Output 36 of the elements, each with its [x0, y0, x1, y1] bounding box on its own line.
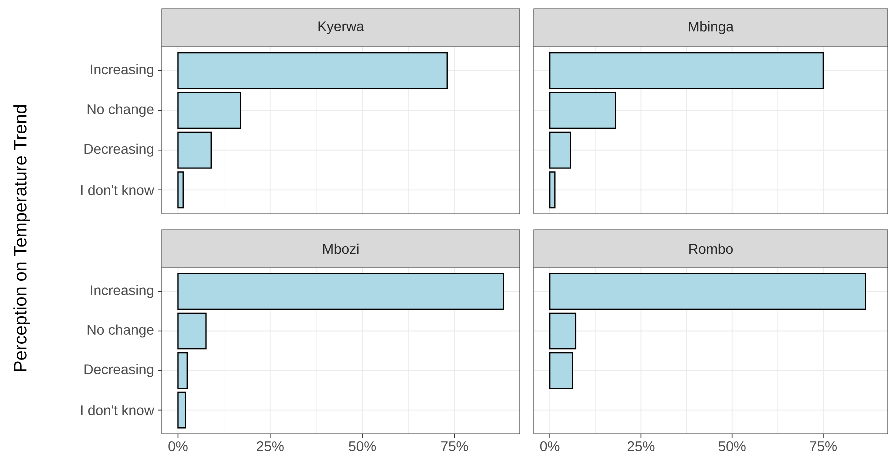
chart-title: Rombo — [690, 244, 733, 254]
bar — [178, 132, 212, 169]
y-tick-label: No change — [88, 104, 154, 118]
bar — [178, 312, 207, 350]
x-tick-label: 50% — [718, 442, 746, 452]
chart-title: Mbinga — [689, 21, 734, 35]
bar — [549, 132, 572, 169]
x-tick-label: 50% — [349, 442, 376, 452]
x-tick-label: 75% — [810, 442, 837, 452]
y-tick-label: Decreasing — [84, 364, 154, 378]
x-tick-label: 0% — [540, 442, 560, 452]
bar — [549, 172, 556, 209]
x-tick-label: 75% — [441, 442, 468, 452]
bar — [549, 312, 577, 350]
x-tick-label: 25% — [628, 442, 655, 452]
chart-title: Kyerwa — [318, 22, 364, 34]
bar — [549, 273, 866, 310]
x-tick-label: 25% — [257, 442, 284, 452]
x-tick-label: 0% — [168, 442, 188, 452]
bar — [178, 352, 188, 390]
y-tick-label: I don't know — [81, 405, 154, 416]
y-axis-title: Perception on Temperature Trend — [14, 105, 30, 372]
bar — [178, 392, 186, 429]
y-tick-label: No change — [88, 324, 154, 338]
bar — [549, 92, 616, 130]
y-tick-label: Increasing — [91, 64, 154, 78]
bar — [549, 52, 824, 90]
chart-title: Mbozi — [323, 244, 359, 254]
y-tick-label: I don't know — [81, 185, 154, 196]
y-tick-label: Increasing — [91, 285, 154, 298]
y-tick-label: Decreasing — [84, 144, 154, 157]
bar — [178, 273, 504, 310]
bar — [178, 92, 242, 130]
bar — [178, 52, 448, 90]
bar — [178, 172, 184, 209]
bar — [549, 352, 574, 390]
